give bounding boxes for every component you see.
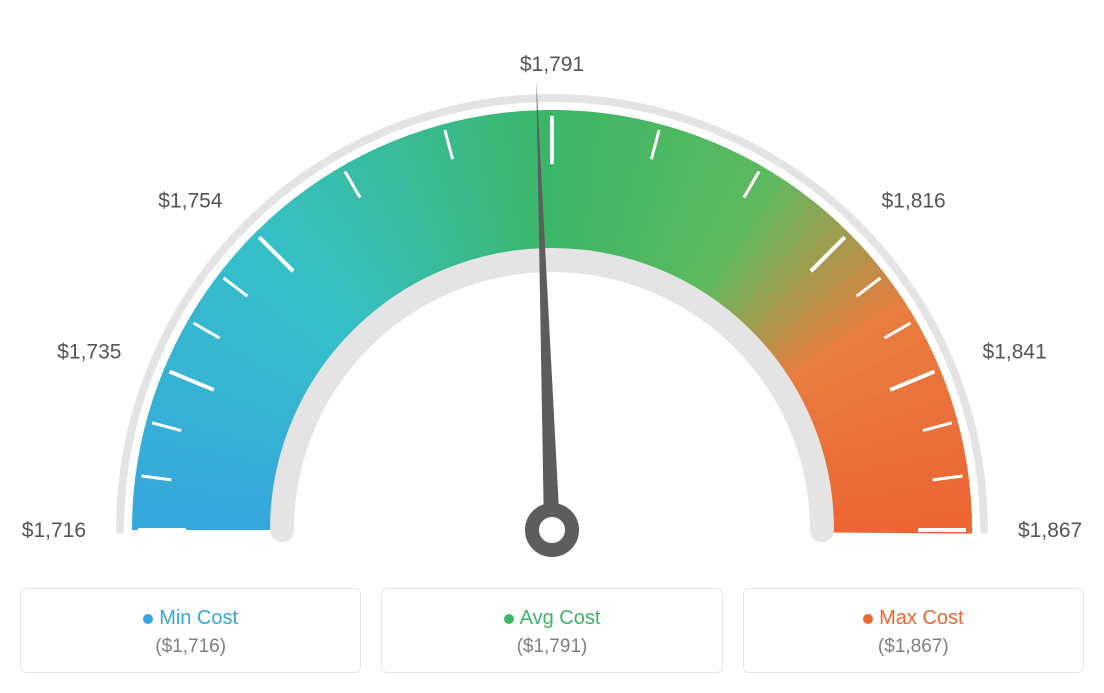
gauge-tick-label: $1,841 — [983, 341, 1047, 364]
legend-box: Min Cost ($1,716) — [20, 588, 361, 673]
legend-value: ($1,867) — [754, 636, 1073, 658]
legend-title: Min Cost — [31, 607, 350, 630]
gauge-tick-label: $1,735 — [57, 341, 121, 364]
legend-value: ($1,716) — [31, 636, 350, 658]
legend-value: ($1,791) — [392, 636, 711, 658]
gauge-tick-label: $1,754 — [158, 189, 223, 212]
gauge-needle-hub — [532, 510, 572, 550]
legend-bullet-icon — [143, 614, 153, 624]
legend-label: Min Cost — [159, 607, 238, 629]
legend-label: Avg Cost — [520, 607, 601, 629]
cost-gauge-chart: $1,716 $1,735 $1,754 $1,791 $1,816 $1,841 $1,8… — [20, 20, 1084, 673]
legend-title: Avg Cost — [392, 607, 711, 630]
legend-bullet-icon — [863, 614, 873, 624]
gauge-tick-label: $1,816 — [882, 189, 946, 212]
gauge-tick-label: $1,867 — [1018, 519, 1082, 542]
legend-title: Max Cost — [754, 607, 1073, 630]
legend-box: Avg Cost ($1,791) — [381, 588, 722, 673]
legend-label: Max Cost — [879, 607, 963, 629]
gauge-svg: $1,716 $1,735 $1,754 $1,791 $1,816 $1,841 $1,8… — [20, 20, 1084, 560]
legend-row: Min Cost ($1,716) Avg Cost ($1,791) Max Cost… — [20, 588, 1084, 673]
gauge-tick-label: $1,716 — [22, 519, 86, 542]
gauge-tick-label: $1,791 — [520, 53, 584, 76]
legend-box: Max Cost ($1,867) — [743, 588, 1084, 673]
legend-bullet-icon — [504, 614, 514, 624]
